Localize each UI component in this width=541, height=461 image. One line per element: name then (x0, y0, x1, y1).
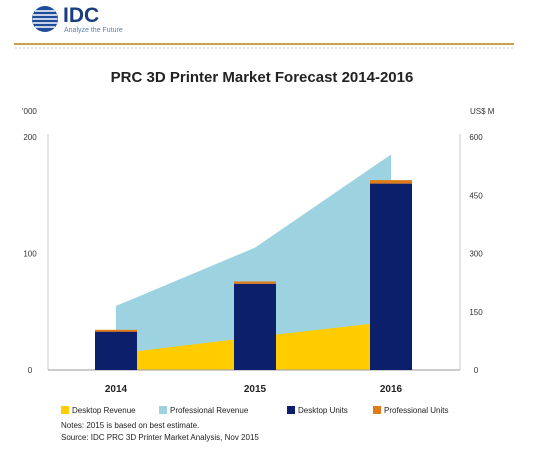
legend-item-professional-revenue: Professional Revenue (159, 403, 248, 417)
header-rule (14, 43, 514, 45)
legend-item-desktop-units: Desktop Units (287, 403, 348, 417)
bar-professional-units-2016 (370, 180, 412, 184)
legend-label-professional-units: Professional Units (384, 405, 449, 415)
right-tick-label: 450 (469, 191, 483, 200)
left-axis-unit: '000 (22, 107, 37, 116)
legend-label-desktop-revenue: Desktop Revenue (72, 405, 136, 415)
right-tick-label: 0 (474, 366, 479, 375)
legend-swatch-desktop-units (287, 406, 295, 414)
chart-title: PRC 3D Printer Market Forecast 2014-2016 (111, 69, 414, 86)
bar-desktop-units-2014 (95, 331, 137, 370)
legend-label-desktop-units: Desktop Units (298, 405, 348, 415)
header-rule-dots (14, 47, 514, 49)
bar-desktop-units-2015 (234, 283, 276, 370)
left-tick-label: 200 (23, 133, 37, 142)
logo-text: IDC (63, 4, 100, 27)
right-tick-label: 150 (469, 308, 483, 317)
bar-professional-units-2015 (234, 281, 276, 284)
x-tick-label: 2014 (105, 384, 128, 395)
chart-note: Notes: 2015 is based on best estimate. (61, 421, 200, 430)
globe-icon (32, 6, 58, 32)
bar-desktop-units-2016 (370, 183, 412, 370)
left-tick-label: 0 (28, 366, 33, 375)
chart-source: Source: IDC PRC 3D Printer Market Analys… (61, 433, 259, 442)
legend: Desktop Revenue Professional Revenue Des… (0, 403, 541, 417)
right-tick-label: 600 (469, 133, 483, 142)
x-tick-label: 2015 (244, 384, 267, 395)
legend-label-professional-revenue: Professional Revenue (170, 405, 249, 415)
header: IDC Analyze the Future (0, 0, 541, 40)
plot-area: 0 100 200 0 150 300 450 600 2014 2015 2016 (23, 133, 483, 395)
legend-item-professional-units: Professional Units (373, 403, 448, 417)
logo-tagline: Analyze the Future (64, 27, 123, 34)
legend-swatch-desktop-revenue (61, 406, 69, 414)
right-tick-label: 300 (469, 250, 483, 259)
left-tick-label: 100 (23, 250, 37, 259)
legend-swatch-professional-revenue (159, 406, 167, 414)
bar-professional-units-2014 (95, 329, 137, 332)
area-professional-revenue (116, 154, 391, 370)
legend-swatch-professional-units (373, 406, 381, 414)
right-axis-unit: US$ M (470, 107, 495, 116)
x-tick-label: 2016 (380, 384, 403, 395)
legend-item-desktop-revenue: Desktop Revenue (61, 403, 136, 417)
forecast-chart: PRC 3D Printer Market Forecast 2014-2016… (22, 69, 495, 395)
